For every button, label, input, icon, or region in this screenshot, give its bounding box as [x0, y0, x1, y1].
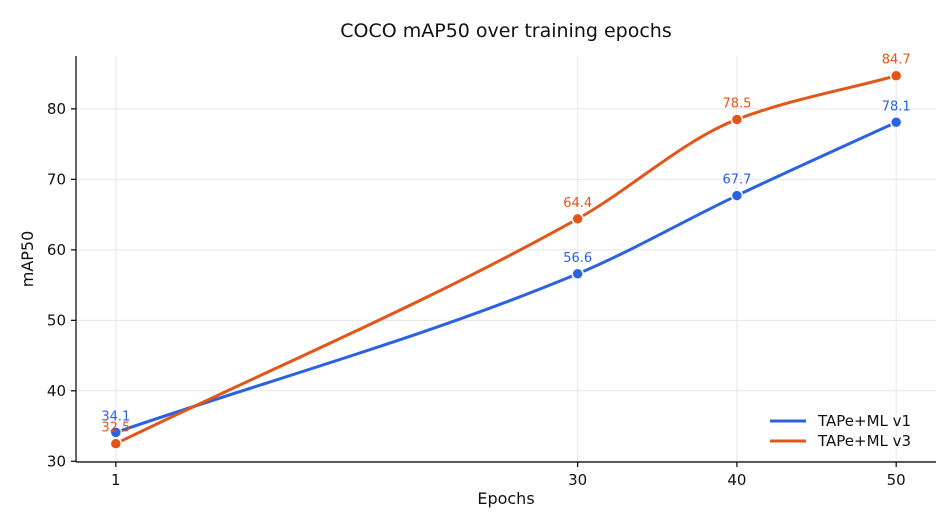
data-label: 84.7: [882, 53, 911, 68]
markers: [109, 69, 903, 450]
data-point: [889, 69, 903, 82]
data-labels: 34.1 56.6 67.7 78.1 32.5 64.4 78.5 84.7: [101, 53, 910, 436]
y-tick-label: 40: [47, 382, 66, 400]
data-point: [571, 212, 584, 226]
data-label: 32.5: [101, 421, 130, 436]
data-label: 67.7: [722, 173, 751, 188]
y-tick-label: 60: [47, 241, 66, 259]
x-tick-label: 50: [887, 471, 906, 489]
data-point: [889, 116, 903, 129]
series-line: [114, 120, 898, 434]
y-tick-label: 70: [47, 170, 66, 188]
data-label: 34.1: [101, 409, 130, 424]
legend-label: TAPe+ML v3: [817, 432, 911, 450]
data-point: [571, 267, 584, 281]
chart-title: COCO mAP50 over training epochs: [340, 20, 671, 42]
data-point: [730, 189, 744, 202]
data-label: 78.1: [882, 99, 911, 114]
data-label: 56.6: [563, 251, 592, 266]
x-tick-label: 40: [727, 471, 746, 489]
legend: TAPe+ML v1 TAPe+ML v3: [770, 412, 911, 450]
x-axis-label: Epochs: [477, 489, 534, 508]
data-point: [730, 113, 744, 126]
series-lines: [114, 74, 898, 446]
data-point: [109, 437, 123, 450]
series-line: [114, 74, 898, 446]
x-tick-label: 1: [111, 471, 121, 489]
data-label: 64.4: [563, 196, 592, 211]
y-tick-label: 50: [47, 311, 66, 329]
legend-label: TAPe+ML v1: [817, 412, 911, 430]
x-tick-label: 30: [568, 471, 587, 489]
y-tick-label: 30: [47, 452, 66, 470]
y-tick-label: 80: [47, 100, 66, 118]
axes: [75, 56, 936, 463]
y-axis-label: mAP50: [18, 231, 37, 288]
data-label: 78.5: [722, 96, 751, 111]
ticks: 1 30 40 50 30 40 50 60 70 80: [47, 100, 906, 489]
